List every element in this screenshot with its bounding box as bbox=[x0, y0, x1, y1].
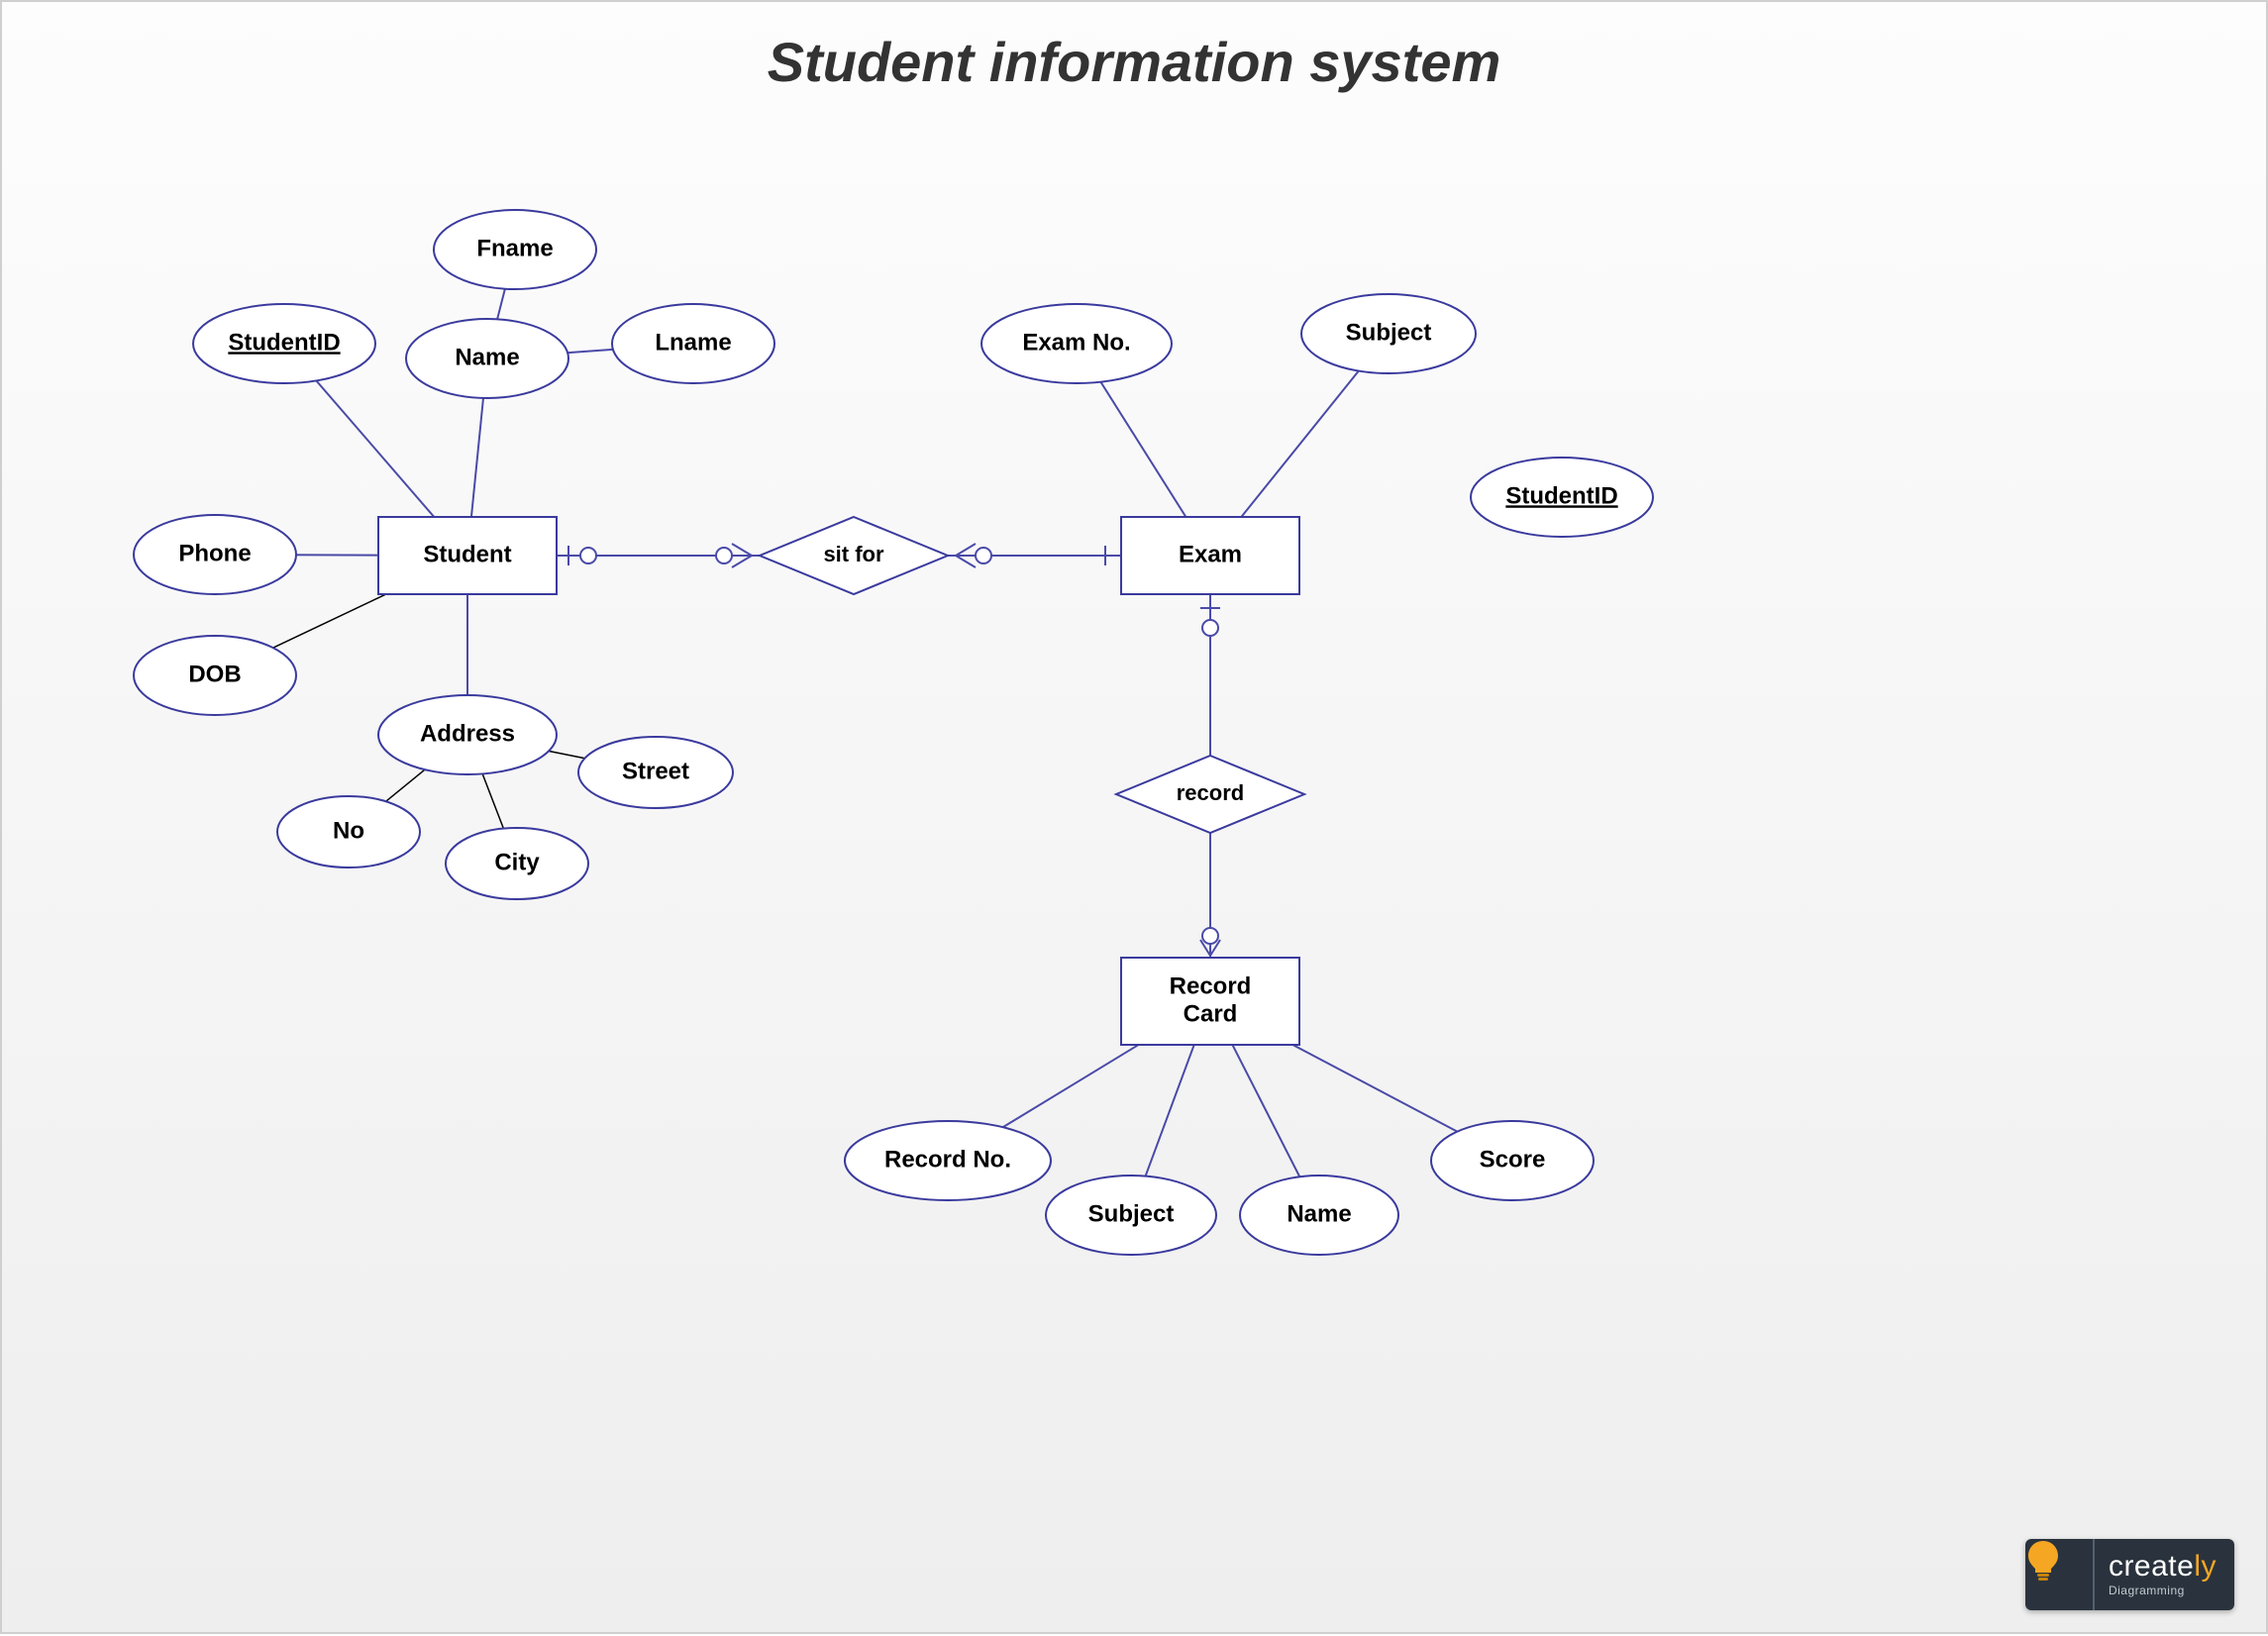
logo-brand-suffix: ly bbox=[2194, 1550, 2216, 1583]
node-label: Score bbox=[1480, 1146, 1546, 1173]
node-label: Address bbox=[420, 720, 515, 747]
node-label: record bbox=[1177, 780, 1244, 805]
er-diagram-svg: sit forrecordStudentExamRecordCardStuden… bbox=[2, 2, 2268, 1636]
node-label: Subject bbox=[1088, 1200, 1175, 1227]
node-label: Phone bbox=[178, 540, 251, 566]
node-label: sit for bbox=[823, 542, 884, 566]
creately-logo: creately Diagramming bbox=[2025, 1539, 2234, 1610]
logo-text: creately Diagramming bbox=[2095, 1539, 2234, 1610]
node-label: No bbox=[333, 817, 364, 844]
node-label: Name bbox=[1287, 1200, 1351, 1227]
node-label: Record No. bbox=[884, 1146, 1011, 1173]
shapes-layer bbox=[134, 210, 1653, 1255]
node-label: Card bbox=[1184, 1000, 1238, 1027]
logo-tagline: Diagramming bbox=[2109, 1584, 2216, 1597]
node-label: Subject bbox=[1346, 319, 1432, 346]
node-label: City bbox=[494, 849, 540, 875]
node-label: Fname bbox=[476, 235, 553, 261]
logo-brand: creately bbox=[2109, 1552, 2216, 1582]
diagram-canvas: Student information system sit forrecord… bbox=[0, 0, 2268, 1634]
node-label: Name bbox=[455, 344, 519, 370]
node-label: Lname bbox=[655, 329, 731, 356]
node-label: Exam No. bbox=[1022, 329, 1130, 356]
node-label: Exam bbox=[1179, 541, 1242, 567]
logo-bulb-icon bbox=[2025, 1539, 2095, 1610]
node-label: StudentID bbox=[1505, 482, 1617, 509]
logo-brand-prefix: create bbox=[2109, 1550, 2194, 1583]
node-label: Record bbox=[1170, 972, 1252, 999]
node-label: StudentID bbox=[228, 329, 340, 356]
node-label: Student bbox=[423, 541, 511, 567]
node-label: Street bbox=[622, 758, 689, 784]
node-label: DOB bbox=[188, 661, 241, 687]
